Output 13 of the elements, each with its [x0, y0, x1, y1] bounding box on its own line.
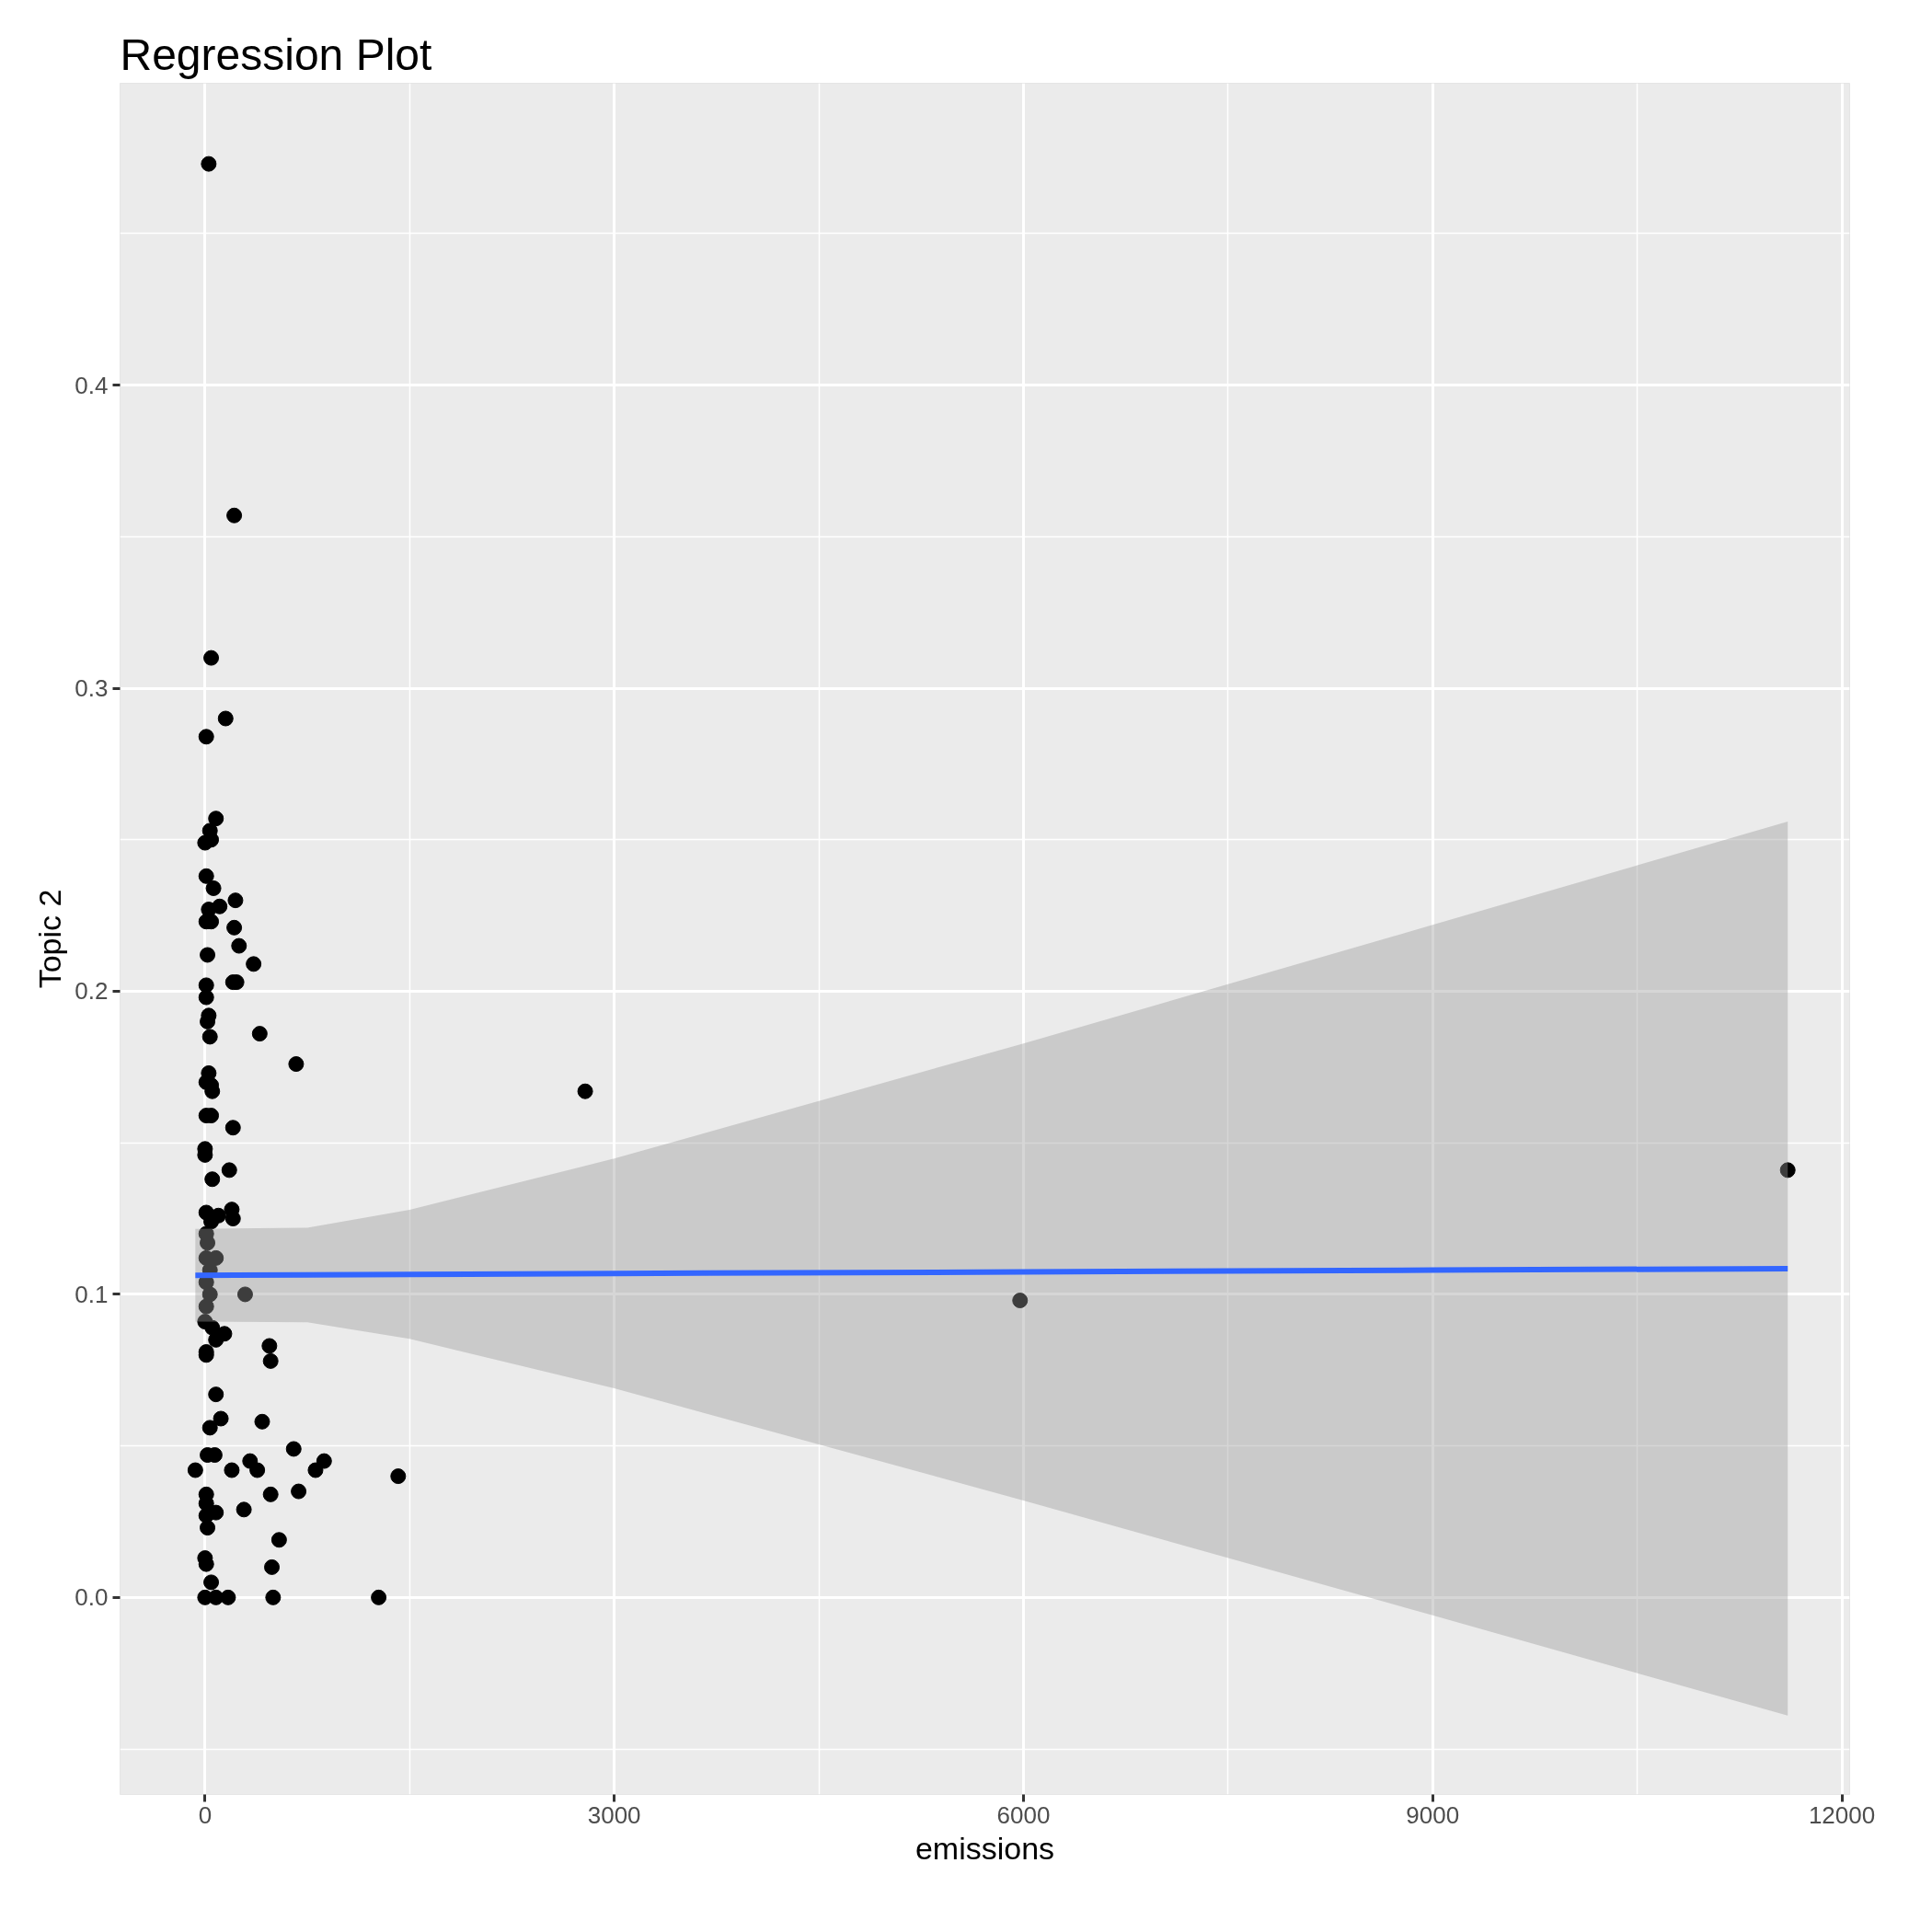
x-tick-label: 3000	[587, 1800, 641, 1829]
y-tick-label: 0.1	[75, 1280, 109, 1308]
chart-title: Regression Plot	[120, 29, 432, 79]
x-tick-label: 12000	[1808, 1800, 1876, 1829]
y-axis-title: Topic 2	[32, 889, 68, 989]
x-tick-label: 9000	[1406, 1800, 1460, 1829]
y-tick-label: 0.4	[75, 371, 109, 399]
y-tick-label: 0.3	[75, 674, 109, 703]
x-tick-label: 6000	[996, 1800, 1051, 1829]
x-axis-title: emissions	[914, 1830, 1055, 1866]
x-tick-label: 0	[198, 1800, 213, 1829]
y-tick-label: 0.0	[75, 1583, 109, 1612]
y-tick-label: 0.2	[75, 977, 109, 1006]
